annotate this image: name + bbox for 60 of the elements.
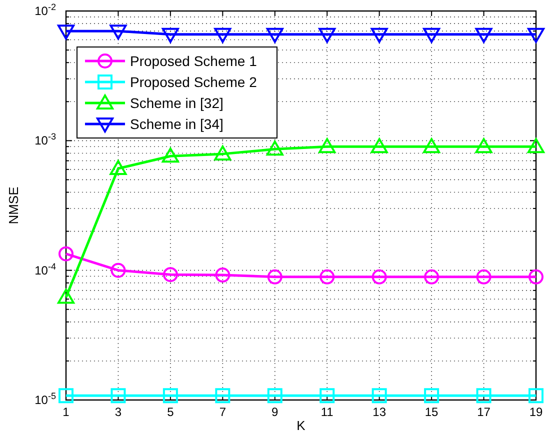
legend-label: Scheme in [32] bbox=[130, 95, 224, 111]
point bbox=[58, 246, 74, 262]
point bbox=[423, 28, 440, 43]
y-tick-label: 10$^{-4}$ bbox=[34, 261, 56, 278]
point bbox=[475, 138, 492, 154]
point bbox=[215, 268, 230, 283]
point bbox=[214, 145, 232, 160]
point bbox=[110, 388, 126, 404]
point bbox=[162, 388, 178, 404]
x-tick-label: 13 bbox=[372, 405, 386, 419]
legend-label: Proposed Scheme 2 bbox=[130, 74, 258, 90]
x-tick-label: 11 bbox=[320, 405, 334, 419]
point bbox=[162, 28, 179, 43]
point bbox=[372, 388, 387, 404]
x-tick-label: 17 bbox=[477, 405, 491, 419]
point bbox=[266, 28, 284, 43]
point bbox=[372, 269, 387, 284]
point bbox=[424, 269, 440, 284]
x-axis-title: K bbox=[296, 418, 306, 433]
legend-label: Proposed Scheme 1 bbox=[130, 53, 258, 69]
point bbox=[476, 388, 492, 404]
point bbox=[266, 140, 284, 156]
y-tick-label: 10$^{-5}$ bbox=[34, 391, 56, 407]
x-tick-label: 5 bbox=[167, 405, 174, 419]
point bbox=[370, 28, 388, 43]
point bbox=[58, 388, 74, 404]
point bbox=[528, 138, 544, 154]
point bbox=[318, 138, 336, 154]
point bbox=[58, 288, 74, 304]
legend-label: Scheme in [34] bbox=[130, 116, 224, 132]
point bbox=[423, 138, 440, 154]
x-tick-label: 1 bbox=[62, 405, 70, 419]
point bbox=[528, 388, 544, 404]
point bbox=[162, 148, 179, 163]
point bbox=[320, 388, 335, 404]
point bbox=[267, 388, 282, 404]
point bbox=[475, 28, 492, 43]
x-tick-label: 3 bbox=[114, 405, 122, 419]
x-tick-label: 9 bbox=[272, 405, 279, 419]
point bbox=[110, 24, 127, 40]
point bbox=[424, 388, 440, 404]
point bbox=[320, 269, 335, 284]
x-tick-label: 19 bbox=[529, 405, 543, 419]
point bbox=[528, 28, 544, 43]
point bbox=[214, 28, 232, 43]
point bbox=[267, 269, 282, 284]
point bbox=[58, 24, 74, 40]
x-tick-label: 15 bbox=[424, 405, 439, 419]
x-tick-label: 7 bbox=[219, 405, 226, 419]
point bbox=[162, 267, 178, 282]
point bbox=[318, 28, 336, 43]
point bbox=[110, 160, 127, 175]
point bbox=[476, 269, 492, 284]
y-tick-label: 10$^{-2}$ bbox=[34, 2, 56, 18]
point bbox=[370, 138, 388, 154]
y-axis-title: NMSE bbox=[6, 186, 21, 224]
point bbox=[215, 388, 230, 404]
point bbox=[528, 269, 544, 284]
point bbox=[110, 262, 126, 278]
y-tick-label: 10$^{-3}$ bbox=[34, 132, 56, 148]
